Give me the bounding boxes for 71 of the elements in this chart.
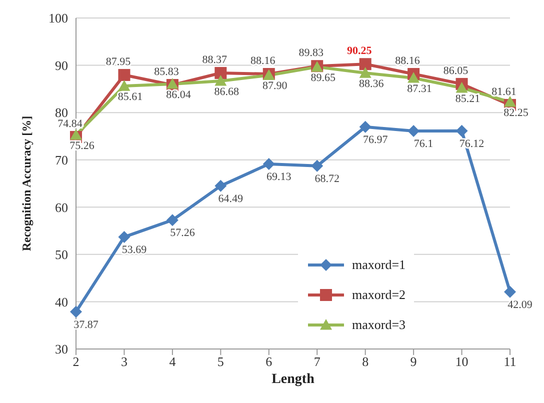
- point: [118, 68, 130, 81]
- x-tick-label: 2: [72, 354, 80, 370]
- point: [504, 96, 516, 107]
- y-tick-label: 50: [55, 247, 68, 262]
- point: [214, 74, 227, 86]
- y-tick-label: 30: [55, 342, 68, 357]
- y-tick-label: 70: [55, 152, 68, 168]
- x-tick-label: 10: [455, 354, 468, 370]
- data-label: 75.26: [70, 140, 95, 152]
- point: [214, 66, 227, 79]
- data-label: 69.13: [266, 170, 292, 183]
- data-label: 89.65: [310, 72, 336, 84]
- data-label: 74.84: [58, 118, 83, 130]
- data-label: 64.49: [218, 192, 244, 205]
- data-label: 88.37: [202, 54, 228, 66]
- data-label: 68.72: [314, 172, 340, 185]
- data-label: 88.36: [358, 78, 384, 90]
- point: [214, 180, 227, 192]
- data-label: 53.69: [122, 244, 148, 256]
- legend-label: maxord=1: [352, 257, 406, 273]
- point: [359, 58, 372, 70]
- point: [408, 72, 420, 83]
- legend-label: maxord=3: [352, 317, 406, 333]
- data-label: 81.61: [492, 86, 516, 98]
- x-tick-label: 3: [120, 354, 128, 370]
- data-label: 82.25: [504, 106, 529, 119]
- data-label: 85.83: [154, 66, 180, 78]
- data-label: 87.90: [262, 80, 288, 92]
- data-label: 42.09: [508, 298, 533, 311]
- point: [166, 214, 178, 226]
- y-tick-label: 100: [48, 10, 68, 26]
- data-label: 86.68: [214, 86, 240, 98]
- x-tick-label: 9: [410, 354, 417, 370]
- data-label: 86.04: [166, 89, 192, 102]
- data-label: 85.21: [455, 92, 480, 105]
- point: [262, 158, 275, 170]
- data-label: 87.95: [106, 56, 132, 68]
- x-tick-label: 8: [362, 354, 369, 370]
- point: [359, 120, 372, 133]
- point: [70, 128, 82, 140]
- y-axis-title: Recognition Accuracy [%]: [19, 116, 34, 252]
- data-label: 57.26: [170, 227, 196, 240]
- point: [118, 230, 130, 243]
- point: [118, 80, 130, 91]
- data-label: 37.87: [74, 318, 99, 331]
- data-label: 89.83: [298, 47, 324, 60]
- y-tick-label: 60: [55, 200, 68, 215]
- x-tick-label: 4: [169, 354, 176, 370]
- data-label: 86.05: [443, 64, 469, 77]
- point: [311, 160, 324, 172]
- x-tick-label: 11: [504, 354, 516, 370]
- data-label: 76.1: [414, 138, 434, 150]
- x-tick-label: 5: [217, 354, 224, 370]
- y-tick-label: 40: [55, 294, 68, 310]
- y-tick-label: 80: [55, 105, 68, 120]
- point: [359, 67, 372, 78]
- data-label: 88.16: [395, 54, 420, 67]
- legend-label: maxord=2: [352, 287, 406, 303]
- x-axis-title: Length: [272, 372, 315, 387]
- y-tick-label: 90: [55, 58, 68, 73]
- point: [504, 286, 516, 298]
- data-label: 88.16: [250, 54, 276, 67]
- x-tick-label: 6: [266, 354, 273, 370]
- data-label: 76.97: [362, 134, 388, 146]
- data-label: 85.61: [118, 91, 143, 104]
- x-tick-label: 7: [314, 354, 321, 370]
- data-label: 87.31: [407, 83, 432, 96]
- point: [70, 306, 82, 318]
- point: [456, 124, 468, 137]
- data-label: 90.25: [346, 45, 372, 58]
- point: [456, 82, 468, 93]
